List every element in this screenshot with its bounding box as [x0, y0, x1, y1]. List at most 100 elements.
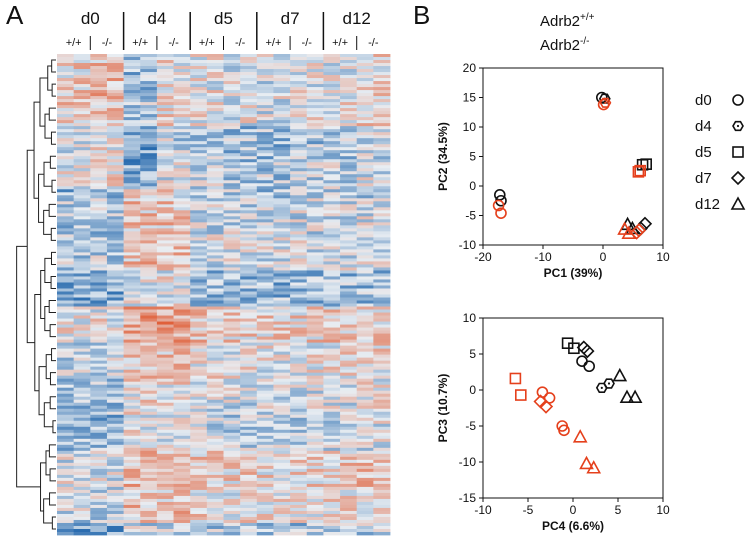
heatmap-cell	[306, 258, 324, 262]
heatmap-cell	[323, 273, 341, 277]
heatmap-cell	[373, 84, 391, 88]
heatmap-cell	[240, 429, 258, 434]
heatmap-cell	[356, 378, 374, 383]
x-tick-label: -10	[474, 503, 492, 517]
heatmap-cell	[140, 423, 158, 428]
heatmap-cell	[173, 273, 191, 277]
heatmap-cell	[356, 135, 374, 139]
heatmap-cell	[140, 273, 158, 277]
heatmap-cell	[90, 423, 108, 428]
heatmap-cell	[57, 363, 75, 368]
heatmap-cell	[173, 168, 191, 172]
heatmap-cell	[173, 333, 191, 337]
heatmap-cell	[106, 471, 124, 476]
heatmap-cell	[273, 387, 291, 392]
heatmap-cell	[140, 426, 158, 431]
heatmap-cell	[57, 297, 75, 301]
heatmap-cell	[223, 249, 241, 253]
heatmap-cell	[306, 399, 324, 404]
heatmap-cell	[173, 276, 191, 280]
heatmap-cell	[173, 393, 191, 398]
heatmap-cell	[323, 249, 341, 253]
heatmap-cell	[206, 213, 224, 217]
heatmap-cell	[373, 258, 391, 262]
heatmap-cell	[73, 471, 91, 476]
heatmap-cell	[256, 267, 274, 271]
heatmap-cell	[240, 132, 258, 136]
heatmap-cell	[190, 366, 208, 371]
group-label-d0: d0	[81, 9, 100, 28]
heatmap-cell	[323, 84, 341, 88]
heatmap-cell	[240, 195, 258, 199]
heatmap-cell	[106, 522, 124, 527]
heatmap-cell	[106, 78, 124, 82]
heatmap-cell	[256, 462, 274, 467]
heatmap-cell	[140, 462, 158, 467]
heatmap-cell	[156, 249, 174, 253]
heatmap-cell	[240, 219, 258, 223]
heatmap-cell	[140, 288, 158, 292]
heatmap-cell	[106, 393, 124, 398]
heatmap-cell	[106, 489, 124, 494]
heatmap-cell	[306, 153, 324, 157]
heatmap-cell	[373, 354, 391, 359]
heatmap-cell	[206, 264, 224, 268]
heatmap-cell	[190, 516, 208, 521]
heatmap-cell	[323, 255, 341, 259]
heatmap-cell	[206, 141, 224, 145]
heatmap-cell	[373, 495, 391, 500]
heatmap-cell	[106, 210, 124, 214]
heatmap-cell	[156, 126, 174, 130]
x-tick-label: 0	[600, 250, 607, 264]
heatmap-cell	[306, 168, 324, 172]
dendrogram-branch	[51, 348, 56, 362]
heatmap-cell	[240, 129, 258, 133]
heatmap-cell	[190, 93, 208, 97]
heatmap-cell	[373, 342, 391, 347]
heatmap-cell	[206, 462, 224, 467]
heatmap-cell	[73, 480, 91, 485]
heatmap-cell	[73, 183, 91, 187]
heatmap-cell	[190, 522, 208, 527]
heatmap-cell	[190, 237, 208, 241]
heatmap-cell	[140, 441, 158, 446]
heatmap-cell	[206, 333, 224, 337]
heatmap-cell	[306, 132, 324, 136]
heatmap-cell	[323, 333, 341, 337]
heatmap-cell	[206, 363, 224, 368]
heatmap-cell	[206, 429, 224, 434]
heatmap-cell	[140, 516, 158, 521]
heatmap-cell	[73, 222, 91, 226]
heatmap-cell	[323, 261, 341, 265]
heatmap-cell	[57, 192, 75, 196]
heatmap-cell	[373, 357, 391, 362]
heatmap-cell	[140, 312, 158, 316]
heatmap-cell	[356, 261, 374, 265]
heatmap-cell	[356, 99, 374, 103]
heatmap-cell	[323, 399, 341, 404]
heatmap-cell	[273, 405, 291, 410]
heatmap-cell	[90, 216, 108, 220]
heatmap-cell	[356, 102, 374, 106]
heatmap-cell	[273, 120, 291, 124]
heatmap-cell	[323, 147, 341, 151]
heatmap-cell	[273, 105, 291, 109]
heatmap-cell	[173, 378, 191, 383]
heatmap-cell	[156, 339, 174, 343]
heatmap-cell	[90, 405, 108, 410]
heatmap-cell	[73, 501, 91, 506]
heatmap-cell	[156, 504, 174, 509]
heatmap-cell	[57, 516, 75, 521]
heatmap-cell	[256, 174, 274, 178]
heatmap-cell	[140, 414, 158, 419]
heatmap-cell	[156, 321, 174, 325]
heatmap-cell	[190, 501, 208, 506]
heatmap-cell	[323, 219, 341, 223]
heatmap-cell	[140, 213, 158, 217]
heatmap-cell	[190, 303, 208, 307]
heatmap-cell	[123, 435, 141, 440]
heatmap-cell	[273, 498, 291, 503]
heatmap-cell	[290, 72, 308, 76]
heatmap-cell	[340, 294, 358, 298]
heatmap-cell	[57, 417, 75, 422]
